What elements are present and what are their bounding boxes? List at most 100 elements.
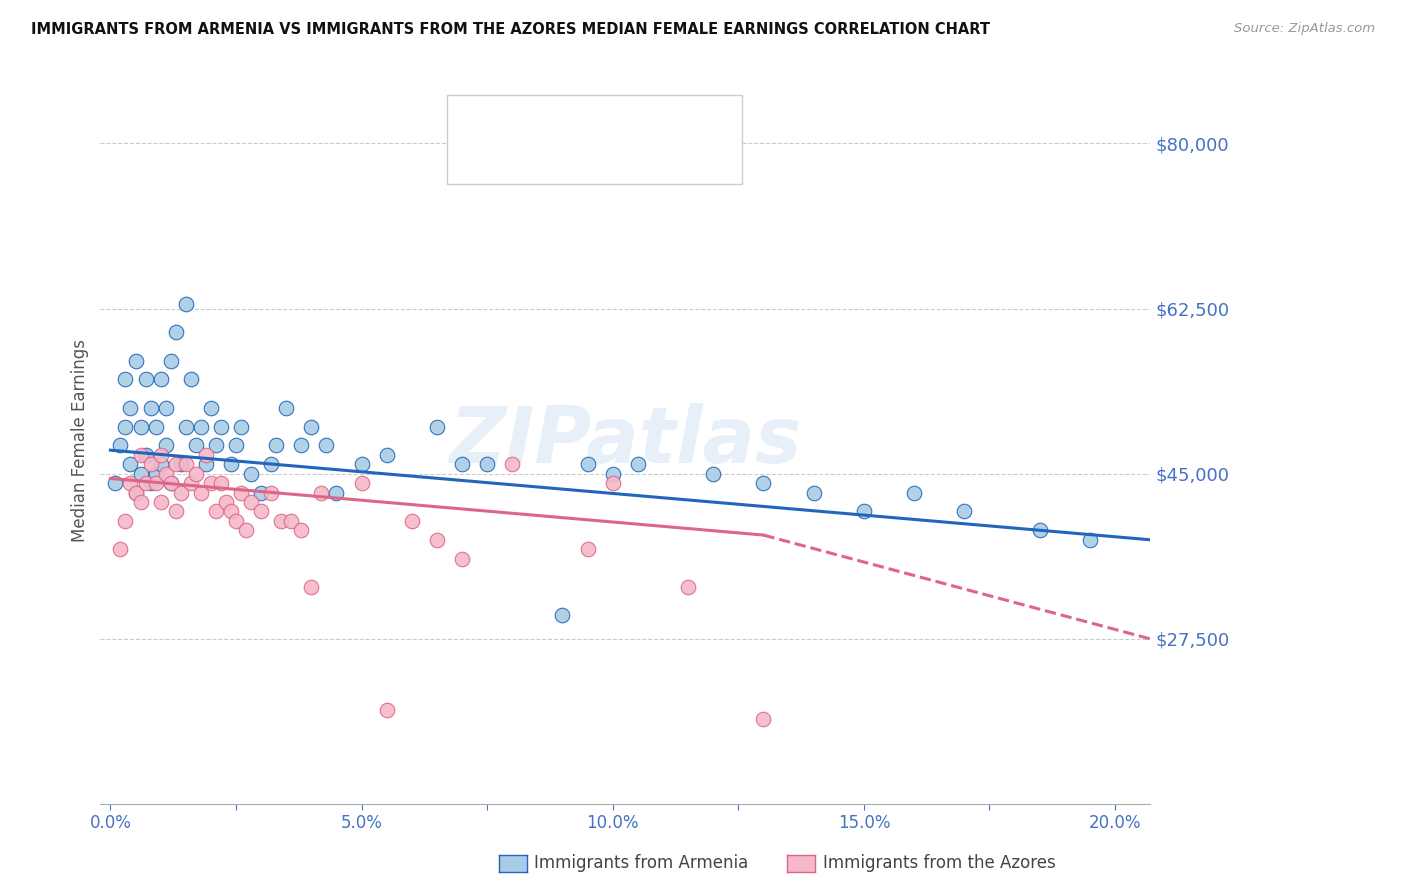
Point — [219, 458, 242, 472]
Point — [129, 419, 152, 434]
Point — [451, 551, 474, 566]
Point — [155, 438, 177, 452]
Point — [184, 438, 207, 452]
Point — [209, 419, 232, 434]
Point — [290, 524, 312, 538]
Point — [299, 580, 322, 594]
Point — [401, 514, 423, 528]
Point — [174, 458, 197, 472]
Text: N =: N = — [592, 134, 644, 152]
Point — [451, 458, 474, 472]
Point — [576, 542, 599, 557]
Point — [576, 458, 599, 472]
Point — [250, 485, 273, 500]
Point — [602, 467, 624, 481]
Point — [124, 353, 146, 368]
Point — [159, 476, 181, 491]
Point — [375, 703, 398, 717]
Point — [602, 476, 624, 491]
Point — [350, 458, 373, 472]
Point — [104, 476, 127, 491]
Point — [225, 514, 247, 528]
Point — [225, 438, 247, 452]
Point — [135, 476, 157, 491]
Point — [135, 448, 157, 462]
Text: 62: 62 — [630, 103, 652, 121]
Point — [114, 514, 136, 528]
Point — [124, 485, 146, 500]
Point — [205, 438, 228, 452]
Point — [129, 467, 152, 481]
Point — [174, 419, 197, 434]
Point — [315, 438, 337, 452]
Point — [200, 476, 222, 491]
Point — [135, 372, 157, 386]
Point — [551, 608, 574, 623]
Point — [702, 467, 724, 481]
Point — [165, 325, 187, 339]
Text: R =: R = — [501, 134, 536, 152]
Text: Immigrants from the Azores: Immigrants from the Azores — [823, 855, 1056, 872]
Point — [475, 458, 498, 472]
Point — [159, 476, 181, 491]
Point — [120, 401, 142, 415]
Point — [139, 458, 162, 472]
Text: Immigrants from Armenia: Immigrants from Armenia — [534, 855, 748, 872]
Point — [120, 458, 142, 472]
Point — [276, 401, 298, 415]
Point — [264, 438, 287, 452]
Point — [290, 438, 312, 452]
Point — [145, 476, 167, 491]
Point — [229, 419, 252, 434]
Point — [260, 485, 283, 500]
Point — [311, 485, 333, 500]
Point — [145, 419, 167, 434]
Point — [129, 448, 152, 462]
Point — [1078, 533, 1101, 547]
Text: IMMIGRANTS FROM ARMENIA VS IMMIGRANTS FROM THE AZORES MEDIAN FEMALE EARNINGS COR: IMMIGRANTS FROM ARMENIA VS IMMIGRANTS FR… — [31, 22, 990, 37]
Point — [165, 504, 187, 518]
Point — [627, 458, 650, 472]
Point — [250, 504, 273, 518]
Point — [194, 448, 217, 462]
Text: -0.212: -0.212 — [540, 103, 605, 121]
Point — [149, 448, 172, 462]
Point — [174, 297, 197, 311]
Point — [159, 353, 181, 368]
Point — [120, 476, 142, 491]
Point — [149, 372, 172, 386]
Point — [114, 419, 136, 434]
Point — [194, 458, 217, 472]
Point — [350, 476, 373, 491]
Point — [215, 495, 238, 509]
Point — [170, 485, 193, 500]
Point — [200, 401, 222, 415]
Point — [229, 485, 252, 500]
Point — [180, 372, 202, 386]
Point — [235, 524, 257, 538]
Point — [165, 458, 187, 472]
Point — [110, 542, 132, 557]
Point — [803, 485, 825, 500]
Point — [375, 448, 398, 462]
Y-axis label: Median Female Earnings: Median Female Earnings — [72, 339, 89, 542]
Point — [190, 485, 212, 500]
Point — [205, 504, 228, 518]
Point — [426, 419, 449, 434]
Point — [124, 485, 146, 500]
Point — [270, 514, 292, 528]
Point — [180, 476, 202, 491]
Point — [149, 458, 172, 472]
Point — [209, 476, 232, 491]
Point — [501, 458, 523, 472]
Point — [299, 419, 322, 434]
Point — [903, 485, 925, 500]
Point — [190, 419, 212, 434]
Point — [149, 495, 172, 509]
Point — [155, 467, 177, 481]
Point — [155, 401, 177, 415]
Text: R =: R = — [501, 103, 536, 121]
Text: -0.204: -0.204 — [540, 134, 605, 152]
Point — [752, 712, 775, 726]
Point — [280, 514, 302, 528]
